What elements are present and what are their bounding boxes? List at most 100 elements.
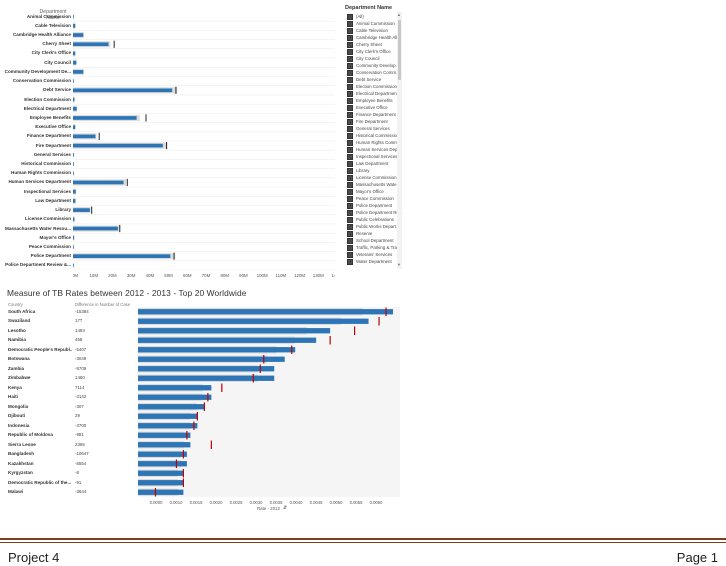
dept-label: Finance Department [26, 133, 71, 139]
checkbox-checked-icon[interactable] [347, 119, 353, 125]
checkbox-checked-icon[interactable] [347, 154, 353, 160]
checkbox-checked-icon[interactable] [347, 252, 353, 258]
checkbox-checked-icon[interactable] [347, 217, 353, 223]
filter-item[interactable]: Finance Department [347, 112, 396, 118]
tb-bar [138, 432, 191, 438]
filter-item[interactable]: Executive Office [347, 105, 388, 111]
checkbox-checked-icon[interactable] [347, 182, 353, 188]
filter-item-label: Police Department [356, 203, 393, 209]
checkbox-checked-icon[interactable] [347, 105, 353, 111]
filter-item-label: License Commission [356, 175, 397, 181]
checkbox-checked-icon[interactable] [347, 21, 353, 27]
checkbox-checked-icon[interactable] [347, 35, 353, 41]
checkbox-checked-icon[interactable] [347, 238, 353, 244]
filter-item[interactable]: Peace Commission [347, 196, 394, 202]
filter-item-label: Public Celebrations [356, 217, 394, 223]
filter-item[interactable]: Cambridge Health Alli... [347, 35, 402, 41]
filter-item[interactable]: Debt Service [347, 77, 381, 83]
tb-bar [138, 385, 212, 391]
checkbox-checked-icon[interactable] [347, 259, 353, 265]
checkbox-checked-icon[interactable] [347, 168, 353, 174]
filter-item[interactable]: Employee Benefits [347, 98, 393, 104]
filter-item[interactable]: City Council [347, 56, 379, 62]
filter-item[interactable]: City Clerk's Office [347, 49, 391, 55]
filter-item[interactable]: Animal Commission [347, 21, 395, 27]
filter-item[interactable]: Human Rights Comm... [347, 140, 402, 146]
filter-item[interactable]: Community Develop... [347, 63, 399, 69]
checkbox-checked-icon[interactable] [347, 133, 353, 139]
filter-item[interactable]: Library [347, 168, 369, 174]
filter-item[interactable]: License Commission [347, 175, 397, 181]
dept-x-tick: 90M [239, 273, 248, 278]
dept-bullet-chart [73, 14, 335, 270]
checkbox-checked-icon[interactable] [347, 28, 353, 34]
checkbox-checked-icon[interactable] [347, 98, 353, 104]
filter-item[interactable]: Cable Television [347, 28, 388, 34]
filter-item[interactable]: School Department [347, 238, 394, 244]
filter-item-label: Veterans' Services [356, 252, 393, 258]
filter-item-label: Community Develop... [356, 63, 400, 69]
filter-item[interactable]: Inspectional Services [347, 154, 398, 160]
scroll-up-icon[interactable]: ▲ [397, 12, 401, 17]
checkbox-checked-icon[interactable] [347, 203, 353, 209]
filter-item[interactable]: Electrical Department [347, 91, 398, 97]
filter-item-label: City Clerk's Office [356, 49, 391, 55]
filter-item[interactable]: Public Celebrations [347, 217, 394, 223]
filter-item[interactable]: (All) [347, 14, 364, 20]
filter-item[interactable]: Historical Commission [347, 133, 399, 139]
tb-x-tick: 0.0015 [190, 500, 203, 505]
checkbox-checked-icon[interactable] [347, 231, 353, 237]
filter-scroll-thumb[interactable] [398, 20, 401, 80]
checkbox-checked-icon[interactable] [347, 91, 353, 97]
checkbox-checked-icon[interactable] [347, 147, 353, 153]
filter-item[interactable]: General Services [347, 126, 390, 132]
dept-x-tick: 30M [127, 273, 136, 278]
checkbox-checked-icon[interactable] [347, 70, 353, 76]
checkbox-checked-icon[interactable] [347, 14, 353, 20]
checkbox-checked-icon[interactable] [347, 196, 353, 202]
filter-scrollbar[interactable] [397, 12, 402, 269]
tb-bar [138, 480, 184, 486]
dept-x-tick: 120M [294, 273, 305, 278]
dept-bar [73, 42, 109, 47]
filter-item[interactable]: Veterans' Services [347, 252, 392, 258]
checkbox-checked-icon[interactable] [347, 140, 353, 146]
checkbox-checked-icon[interactable] [347, 210, 353, 216]
filter-item[interactable]: Reserve [347, 231, 372, 237]
dept-label: Executive Office [35, 124, 71, 130]
filter-item[interactable]: Law Department [347, 161, 388, 167]
checkbox-checked-icon[interactable] [347, 189, 353, 195]
checkbox-checked-icon[interactable] [347, 245, 353, 251]
filter-item[interactable]: Police Department [347, 203, 392, 209]
filter-item[interactable]: Traffic, Parking & Tra... [347, 245, 401, 251]
filter-item[interactable]: Election Commission [347, 84, 397, 90]
filter-item[interactable]: Massachusetts Wate... [347, 182, 400, 188]
filter-item[interactable]: Police Department Re... [347, 210, 403, 216]
checkbox-checked-icon[interactable] [347, 84, 353, 90]
filter-item[interactable]: Conservation Comm... [347, 70, 400, 76]
tb-country-label: Namibia [8, 337, 26, 343]
filter-item[interactable]: Water Department [347, 259, 392, 265]
sort-icon[interactable]: ⇵ [283, 505, 288, 511]
checkbox-checked-icon[interactable] [347, 56, 353, 62]
checkbox-checked-icon[interactable] [347, 63, 353, 69]
scroll-down-icon[interactable]: ▼ [397, 262, 401, 267]
checkbox-checked-icon[interactable] [347, 42, 353, 48]
checkbox-checked-icon[interactable] [347, 126, 353, 132]
filter-item[interactable]: Human Services Dep... [347, 147, 401, 153]
checkbox-checked-icon[interactable] [347, 77, 353, 83]
checkbox-checked-icon[interactable] [347, 161, 353, 167]
filter-item[interactable]: Cherry Sheet [347, 42, 382, 48]
dept-bar [73, 134, 96, 139]
dept-bar [73, 97, 75, 102]
tb-diff-value: -8 [75, 470, 79, 476]
filter-item[interactable]: Mayor's Office [347, 189, 384, 195]
filter-item[interactable]: Fire Department [347, 119, 388, 125]
checkbox-checked-icon[interactable] [347, 49, 353, 55]
filter-item[interactable]: Public Works Depart... [347, 224, 400, 230]
checkbox-checked-icon[interactable] [347, 112, 353, 118]
tb-country-label: Indonesia [8, 422, 30, 428]
checkbox-checked-icon[interactable] [347, 224, 353, 230]
checkbox-checked-icon[interactable] [347, 175, 353, 181]
dept-label: Massachusetts Water Resou... [5, 225, 71, 231]
